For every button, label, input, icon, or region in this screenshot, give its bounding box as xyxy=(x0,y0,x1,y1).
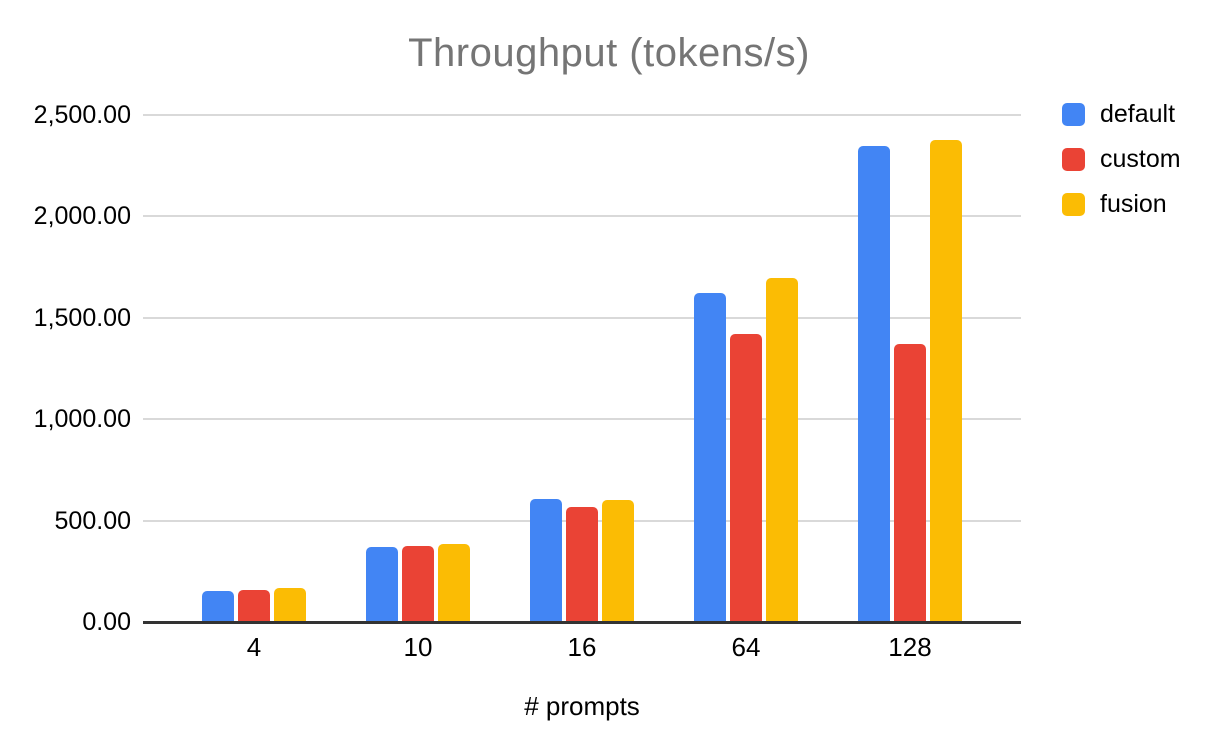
bar-custom xyxy=(238,590,270,622)
x-axis-tick-label: 128 xyxy=(888,632,932,662)
legend-item-custom: custom xyxy=(1062,145,1181,174)
bar-default xyxy=(202,591,234,622)
gridline xyxy=(143,114,1021,116)
y-axis-tick-label: 2,500.00 xyxy=(33,101,131,129)
legend-label-fusion: fusion xyxy=(1100,190,1167,218)
bar-fusion xyxy=(930,140,962,622)
chart-title: Throughput (tokens/s) xyxy=(408,31,810,75)
legend-label-default: default xyxy=(1100,100,1176,128)
bar-fusion xyxy=(274,588,306,622)
legend-swatch-fusion xyxy=(1062,193,1085,216)
gridline xyxy=(143,215,1021,218)
bar-default xyxy=(366,547,398,622)
gridline xyxy=(143,418,1021,421)
x-axis-baseline xyxy=(143,621,1021,624)
y-axis-tick-label: 1,500.00 xyxy=(33,303,131,332)
bar-default xyxy=(858,146,890,622)
bar-fusion xyxy=(602,500,634,622)
bar-default xyxy=(694,293,726,622)
legend-item-default: default xyxy=(1062,100,1181,129)
x-axis-tick-label: 10 xyxy=(403,632,433,662)
x-axis-tick-label: 64 xyxy=(731,632,761,662)
y-axis-tick-label: 1,000.00 xyxy=(33,405,131,434)
bar-group xyxy=(664,115,828,622)
x-axis-title: # prompts xyxy=(524,691,640,721)
y-axis-tick-label: 0.00 xyxy=(82,608,131,636)
bar-default xyxy=(530,499,562,622)
bar-group xyxy=(172,115,336,622)
legend-swatch-custom xyxy=(1062,148,1085,171)
legend-swatch-default xyxy=(1062,103,1085,126)
bar-group xyxy=(500,115,664,622)
bar-custom xyxy=(566,507,598,622)
bar-custom xyxy=(894,344,926,622)
legend-label-custom: custom xyxy=(1100,145,1181,173)
y-axis-tick-label: 2,000.00 xyxy=(33,202,131,231)
x-axis-tick-label: 16 xyxy=(567,632,597,662)
bar-custom xyxy=(402,546,434,622)
bar-group xyxy=(828,115,992,622)
legend-item-fusion: fusion xyxy=(1062,190,1181,219)
gridline xyxy=(143,316,1021,319)
x-axis-tick-label: 4 xyxy=(246,632,262,662)
y-axis-tick-label: 500.00 xyxy=(54,506,131,535)
legend: default custom fusion xyxy=(1062,100,1181,219)
bar-fusion xyxy=(766,278,798,622)
bar-custom xyxy=(730,334,762,622)
bar-group xyxy=(336,115,500,622)
bar-fusion xyxy=(438,544,470,622)
